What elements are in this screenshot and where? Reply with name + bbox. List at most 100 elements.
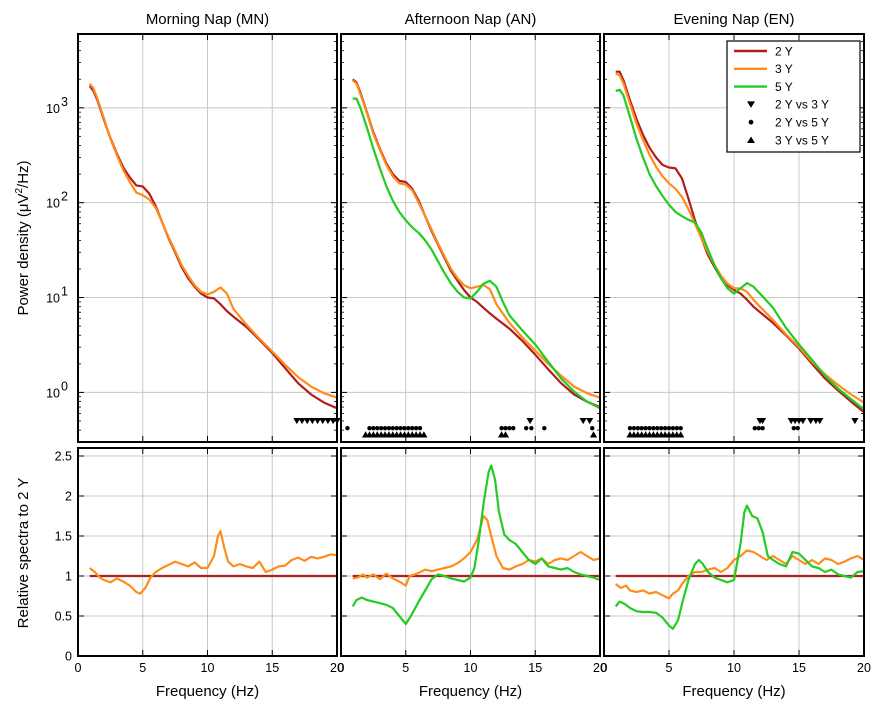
significance-marker-2y-vs-5y xyxy=(410,425,415,431)
significance-marker-2y-vs-5y xyxy=(791,425,796,431)
x-tick-label: 0 xyxy=(601,661,608,675)
significance-marker-2y-vs-3y xyxy=(293,417,301,425)
significance-marker-2y-vs-3y xyxy=(579,417,587,425)
significance-marker-2y-vs-5y xyxy=(651,425,656,431)
y-axis-label-part: Power density ( xyxy=(15,212,32,315)
y-axis-label-relative-spectra: Relative spectra to 2 Y xyxy=(15,478,32,629)
significance-marker-2y-vs-5y xyxy=(382,425,388,431)
significance-marker-3y-vs-5y xyxy=(501,431,510,438)
legend-label: 5 Y xyxy=(775,80,793,94)
significance-marker-2y-vs-5y xyxy=(647,425,652,431)
significance-marker-2y-vs-5y xyxy=(670,425,676,431)
y-tick-label: 10 xyxy=(46,292,60,306)
legend-marker-triangle-down xyxy=(747,101,755,108)
significance-marker-2y-vs-5y xyxy=(542,425,547,431)
x-tick-label: 20 xyxy=(330,661,344,675)
x-tick-label: 10 xyxy=(201,661,215,675)
series-line-3Y xyxy=(351,79,601,399)
legend-marker-triangle-up xyxy=(747,136,755,143)
significance-marker-2y-vs-5y xyxy=(643,425,648,431)
significance-marker-2y-vs-5y xyxy=(523,425,529,431)
y-tick-label: 2.5 xyxy=(55,450,72,464)
x-tick-label: 0 xyxy=(75,661,82,675)
relative-line-3Y xyxy=(352,514,601,587)
significance-marker-2y-vs-5y xyxy=(417,425,423,431)
y-tick-exponent: 0 xyxy=(61,379,68,393)
legend: 2 Y 3 Y 5 Y 2 Y vs 3 Y 2 Y vs 5 Y 3 Y vs 5 Y xyxy=(726,40,861,153)
x-tick-label: 20 xyxy=(593,661,607,675)
significance-marker-2y-vs-5y xyxy=(503,425,508,431)
significance-marker-2y-vs-5y xyxy=(674,425,679,431)
significance-marker-2y-vs-5y xyxy=(752,425,757,431)
significance-marker-2y-vs-5y xyxy=(499,425,504,431)
x-tick-label: 10 xyxy=(727,661,741,675)
y-axis-label-part: /Hz) xyxy=(15,160,32,188)
panel-title: Morning Nap (MN) xyxy=(146,11,269,28)
significance-marker-2y-vs-3y xyxy=(807,417,815,425)
y-axis-label-power-density: Power density (μV2/Hz) xyxy=(14,160,32,315)
y-tick-label: 0.5 xyxy=(55,610,72,624)
y-axis-label-part: μV xyxy=(15,194,32,213)
significance-marker-2y-vs-5y xyxy=(371,425,376,431)
significance-marker-2y-vs-3y xyxy=(799,417,807,425)
y-tick-exponent: 1 xyxy=(61,285,68,299)
legend-label: 2 Y vs 3 Y xyxy=(775,98,829,112)
series-line-2Y xyxy=(88,85,338,410)
significance-marker-2y-vs-3y xyxy=(816,417,824,425)
significance-marker-2y-vs-5y xyxy=(345,425,350,431)
x-tick-label: 15 xyxy=(792,661,806,675)
series-line-5Y xyxy=(352,97,601,410)
axes-frame-top xyxy=(340,33,601,443)
significance-marker-2y-vs-5y xyxy=(402,425,407,431)
significance-marker-2y-vs-5y xyxy=(756,425,761,431)
significance-marker-2y-vs-5y xyxy=(795,425,800,431)
y-tick-label: 10 xyxy=(46,102,60,116)
axes-frame-top xyxy=(603,33,865,443)
significance-marker-2y-vs-5y xyxy=(394,425,399,431)
significance-marker-2y-vs-5y xyxy=(631,425,637,431)
significance-marker-2y-vs-3y xyxy=(586,417,594,425)
axes-frame-bottom xyxy=(340,447,601,657)
x-tick-label: 5 xyxy=(402,661,409,675)
y-tick-exponent: 3 xyxy=(61,95,68,109)
significance-marker-2y-vs-3y xyxy=(526,417,534,425)
significance-marker-2y-vs-5y xyxy=(398,425,403,431)
legend-label: 3 Y xyxy=(775,62,793,76)
x-axis-label: Frequency (Hz) xyxy=(682,683,785,700)
panel-title: Evening Nap (EN) xyxy=(674,11,795,28)
relative-line-5Y xyxy=(614,504,865,630)
x-tick-label: 15 xyxy=(528,661,542,675)
significance-marker-2y-vs-3y xyxy=(303,417,311,425)
significance-marker-2y-vs-5y xyxy=(386,425,392,431)
legend-label: 2 Y xyxy=(775,44,793,58)
significance-marker-2y-vs-5y xyxy=(413,425,419,431)
significance-marker-2y-vs-3y xyxy=(313,417,322,425)
legend-marker-dot xyxy=(748,119,754,125)
significance-marker-2y-vs-3y xyxy=(319,417,327,425)
significance-marker-2y-vs-5y xyxy=(507,425,512,431)
significance-marker-2y-vs-5y xyxy=(378,425,384,431)
significance-marker-2y-vs-5y xyxy=(375,425,380,431)
significance-marker-2y-vs-5y xyxy=(655,425,660,431)
significance-marker-2y-vs-3y xyxy=(759,417,767,425)
significance-marker-2y-vs-5y xyxy=(390,425,395,431)
y-tick-label: 1 xyxy=(65,570,72,584)
legend-label: 3 Y vs 5 Y xyxy=(775,133,829,147)
x-tick-label: 10 xyxy=(464,661,478,675)
x-axis-label: Frequency (Hz) xyxy=(419,683,522,700)
y-axis-label-superscript: 2 xyxy=(14,188,25,194)
significance-marker-2y-vs-5y xyxy=(529,425,534,431)
y-tick-label: 1.5 xyxy=(55,530,72,544)
significance-marker-2y-vs-5y xyxy=(590,425,595,431)
significance-marker-2y-vs-3y xyxy=(851,417,859,425)
significance-marker-2y-vs-5y xyxy=(635,425,640,431)
significance-marker-2y-vs-5y xyxy=(627,425,633,431)
significance-marker-2y-vs-5y xyxy=(367,425,372,431)
significance-marker-2y-vs-5y xyxy=(678,425,683,431)
panel-3: Evening Nap (EN) 0 5 10 15 20 Frequency (Hz) xyxy=(601,11,871,700)
significance-marker-3y-vs-5y xyxy=(420,431,428,438)
panel-2: Afternoon Nap (AN) 0 5 10 15 20 Frequency (Hz) xyxy=(338,11,607,700)
relative-line-3Y xyxy=(89,530,338,595)
